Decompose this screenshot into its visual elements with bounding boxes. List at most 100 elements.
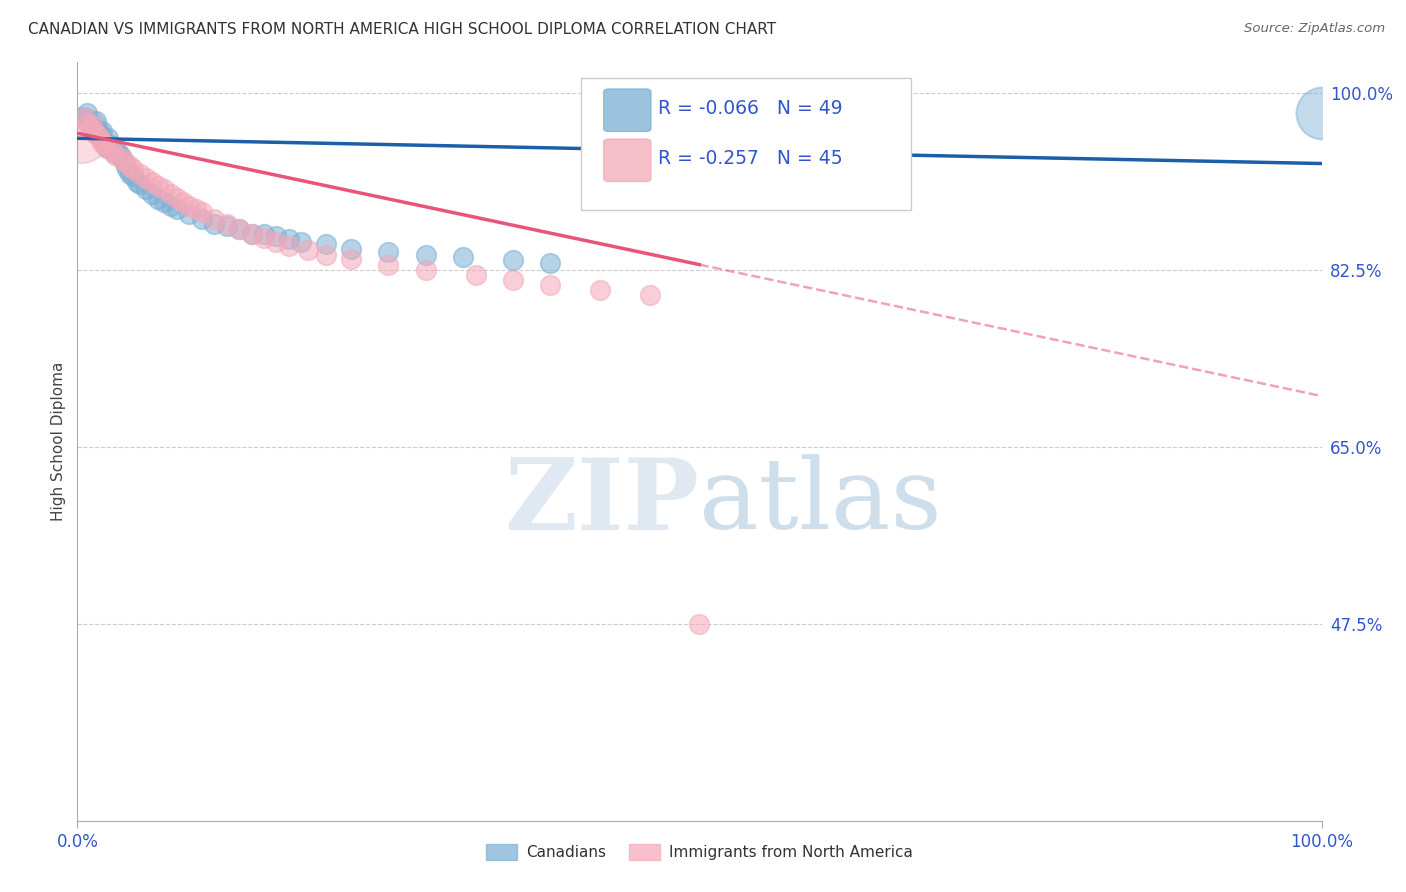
Point: [377, 258, 399, 272]
Text: R = -0.257   N = 45: R = -0.257 N = 45: [658, 149, 844, 168]
Point: [100, 138, 122, 153]
Point: [451, 250, 474, 264]
Point: [228, 222, 250, 236]
Point: [153, 194, 176, 209]
Point: [114, 154, 136, 169]
Text: CANADIAN VS IMMIGRANTS FROM NORTH AMERICA HIGH SCHOOL DIPLOMA CORRELATION CHART: CANADIAN VS IMMIGRANTS FROM NORTH AMERIC…: [28, 22, 776, 37]
Point: [118, 159, 141, 173]
Point: [72, 111, 94, 125]
Point: [110, 152, 132, 166]
Point: [191, 212, 214, 227]
Point: [340, 243, 363, 257]
Point: [125, 175, 148, 189]
Point: [202, 217, 225, 231]
Point: [1310, 106, 1333, 120]
Point: [589, 283, 612, 297]
Point: [315, 247, 337, 261]
Point: [215, 219, 238, 234]
Point: [97, 131, 120, 145]
Point: [689, 616, 711, 631]
Point: [297, 244, 319, 258]
Point: [240, 227, 263, 242]
Point: [87, 123, 110, 137]
Point: [415, 247, 437, 261]
Point: [70, 128, 93, 143]
Point: [340, 252, 363, 266]
Point: [89, 131, 111, 145]
Point: [101, 145, 124, 159]
Point: [277, 239, 299, 253]
Point: [104, 146, 127, 161]
FancyBboxPatch shape: [603, 139, 651, 181]
FancyBboxPatch shape: [581, 78, 911, 211]
Point: [86, 128, 108, 143]
Point: [315, 237, 337, 252]
Point: [538, 255, 561, 269]
Point: [290, 235, 312, 250]
Point: [253, 227, 276, 242]
Point: [118, 167, 141, 181]
Legend: Canadians, Immigrants from North America: Canadians, Immigrants from North America: [481, 838, 918, 866]
Point: [191, 205, 214, 219]
Point: [228, 222, 250, 236]
Point: [166, 202, 188, 216]
Point: [148, 192, 170, 206]
Point: [159, 186, 181, 201]
Y-axis label: High School Diploma: High School Diploma: [51, 362, 66, 521]
Point: [215, 217, 238, 231]
Point: [111, 152, 134, 166]
Point: [464, 268, 486, 282]
Point: [179, 207, 201, 221]
Text: Source: ZipAtlas.com: Source: ZipAtlas.com: [1244, 22, 1385, 36]
Text: R = -0.066   N = 49: R = -0.066 N = 49: [658, 99, 844, 118]
Point: [91, 124, 114, 138]
Point: [502, 273, 524, 287]
Point: [128, 167, 150, 181]
Point: [159, 199, 181, 213]
FancyBboxPatch shape: [603, 89, 651, 131]
Point: [90, 131, 112, 145]
Point: [104, 148, 127, 162]
Point: [502, 252, 524, 267]
Point: [638, 288, 661, 302]
Point: [148, 178, 170, 193]
Point: [240, 227, 263, 242]
Point: [277, 232, 299, 246]
Point: [76, 116, 98, 130]
Point: [114, 156, 136, 170]
Point: [166, 191, 188, 205]
Point: [122, 169, 145, 183]
Point: [172, 194, 194, 209]
Point: [89, 128, 111, 143]
Point: [83, 121, 105, 136]
Point: [141, 175, 163, 189]
Point: [153, 182, 176, 196]
Point: [93, 138, 115, 153]
Point: [76, 106, 98, 120]
Point: [86, 126, 108, 140]
Point: [79, 116, 101, 130]
Point: [72, 111, 94, 125]
Text: atlas: atlas: [700, 454, 942, 550]
Point: [122, 161, 145, 176]
Point: [135, 182, 157, 196]
Point: [266, 229, 288, 244]
Point: [538, 277, 561, 292]
Point: [135, 170, 157, 185]
Point: [141, 186, 163, 201]
Point: [79, 121, 101, 136]
Point: [83, 126, 105, 140]
Point: [105, 145, 128, 159]
Text: ZIP: ZIP: [505, 454, 700, 550]
Point: [108, 148, 131, 162]
Point: [202, 212, 225, 227]
Point: [82, 118, 104, 132]
Point: [115, 161, 138, 176]
Point: [96, 141, 118, 155]
Point: [184, 202, 207, 216]
Point: [266, 235, 288, 250]
Point: [179, 199, 201, 213]
Point: [97, 141, 120, 155]
Point: [82, 118, 104, 132]
Point: [91, 136, 114, 151]
